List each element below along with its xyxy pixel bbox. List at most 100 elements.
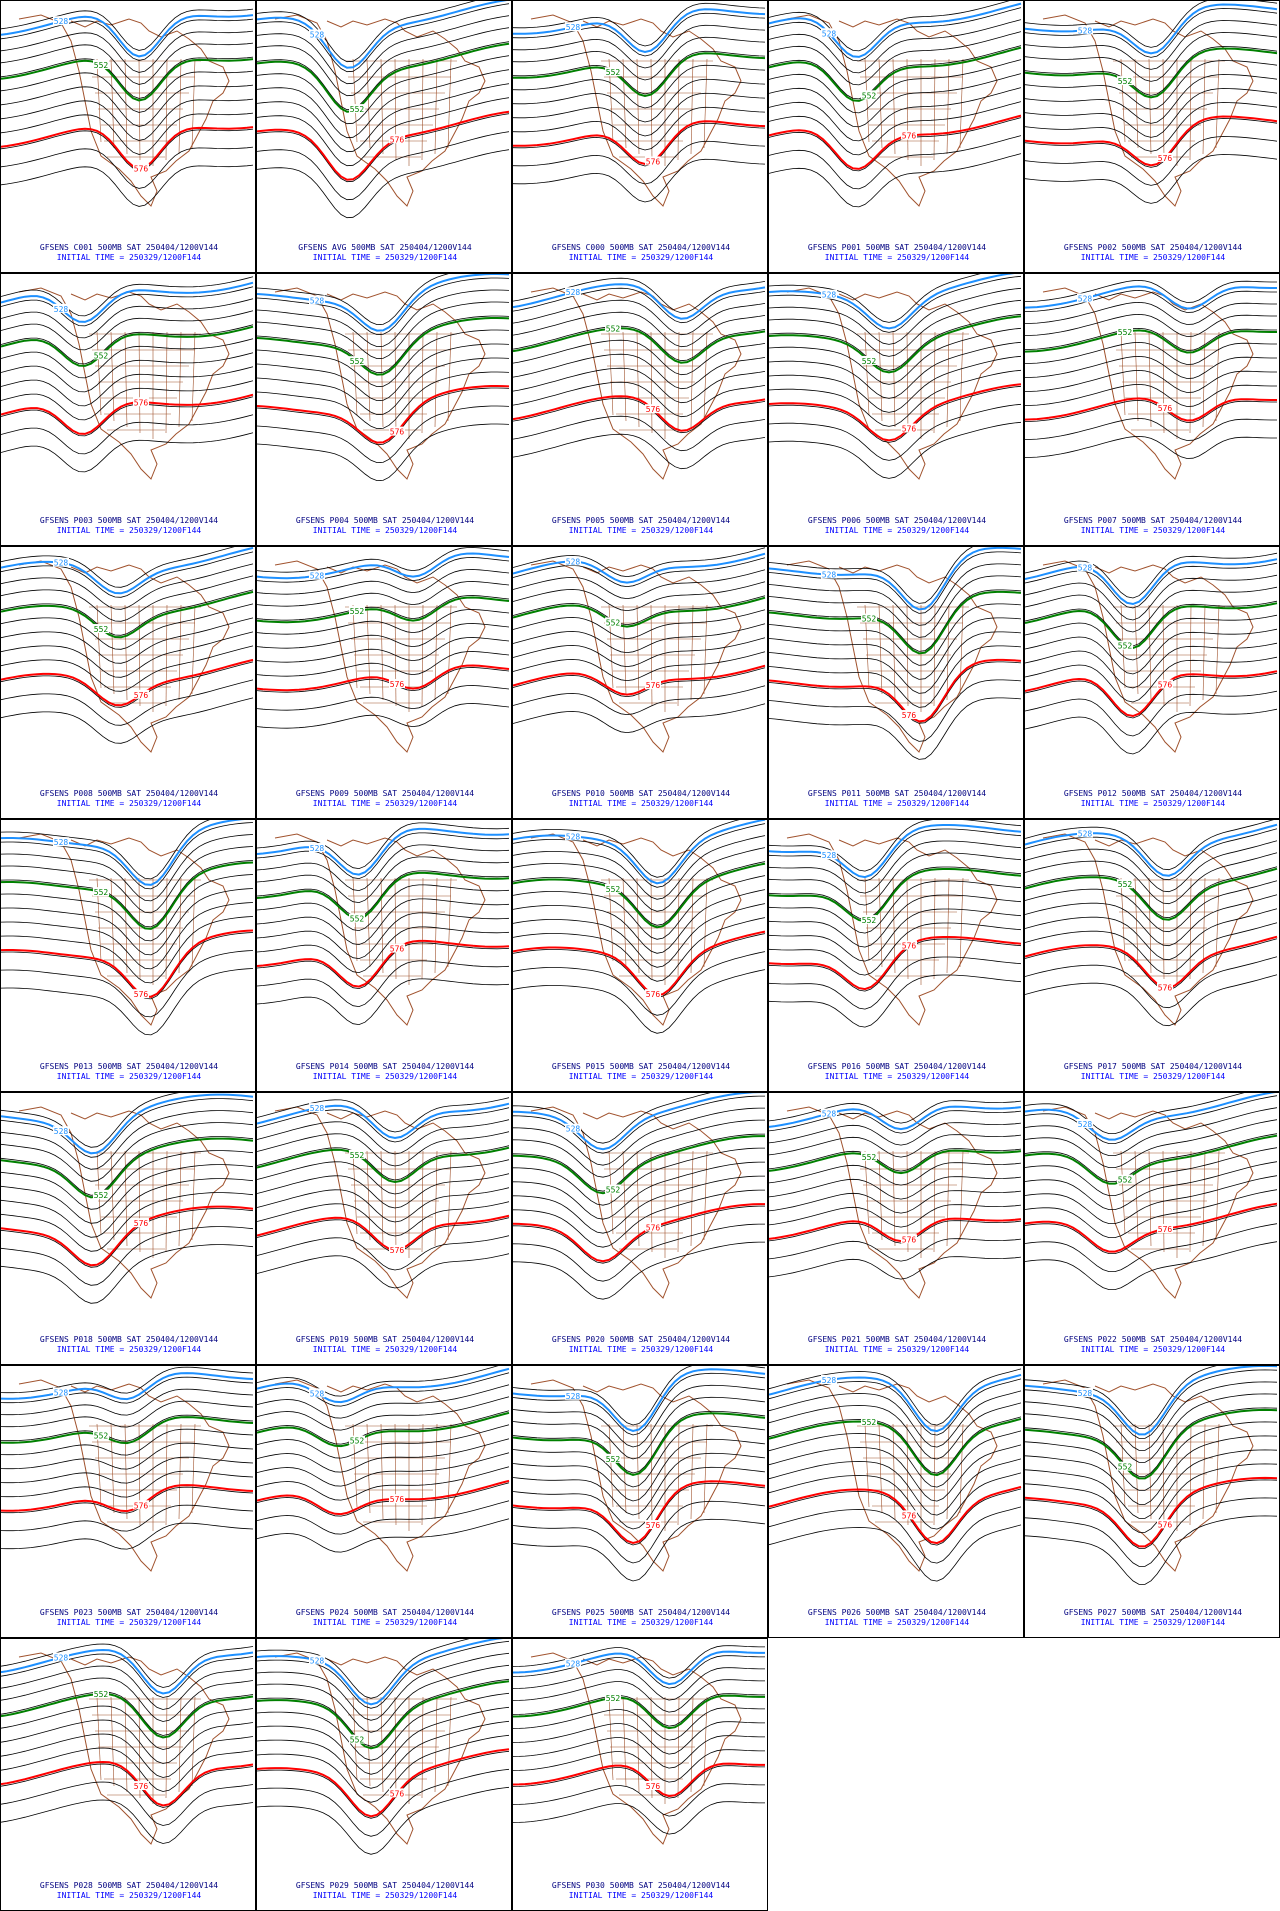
key-contour [1025, 1134, 1278, 1185]
label-bg [309, 1388, 325, 1398]
key-contour [257, 1367, 510, 1404]
state-border [1120, 58, 1126, 143]
label-bg [645, 989, 661, 999]
coastline [18, 287, 230, 480]
contour-label: 552 [94, 888, 109, 897]
contour-label: 576 [646, 405, 661, 414]
label-bg [821, 850, 837, 860]
coastline [18, 1379, 230, 1572]
height-contour [1025, 562, 1278, 609]
panel-map: 528 552 576 GFSENS P005 500MB SAT 250404/12… [513, 277, 767, 545]
height-contour [1, 1400, 254, 1428]
state-border [677, 1423, 680, 1526]
state-border [959, 604, 964, 695]
state-border [959, 58, 964, 149]
height-contour [513, 36, 766, 81]
contour-label: 576 [134, 164, 149, 173]
height-contour [769, 661, 1022, 724]
height-contour [257, 1438, 510, 1473]
state-border [124, 877, 128, 974]
label-bg [53, 1652, 69, 1662]
height-contour [769, 894, 1022, 948]
label-bg [861, 1416, 877, 1426]
state-border [380, 1150, 384, 1247]
height-contour [257, 97, 510, 167]
contour-label: 528 [566, 288, 581, 297]
height-contour [513, 1241, 765, 1300]
label-bg [133, 1781, 149, 1791]
height-contour [1025, 1366, 1217, 1429]
height-contour [1, 310, 254, 351]
state-border [1162, 877, 1165, 980]
footer-bg [1, 785, 255, 818]
height-contour [1025, 1435, 1278, 1505]
height-contour [1, 860, 254, 928]
key-contour [257, 274, 510, 332]
key-contour [769, 2, 1022, 58]
label-bg [349, 104, 365, 114]
panel-initial-time: INITIAL TIME = 250329/1200F144 [1081, 526, 1226, 535]
height-contour [513, 1655, 765, 1689]
height-contour [513, 1693, 765, 1727]
label-bg [349, 913, 365, 923]
state-border [1148, 58, 1152, 155]
panel-title: GFSENS P026 500MB SAT 250404/1200V144 [808, 1608, 986, 1617]
height-contour [1, 1504, 254, 1532]
label-bg [309, 843, 325, 853]
label-bg [133, 163, 149, 173]
height-contour [257, 1678, 510, 1747]
panel-initial-time: INITIAL TIME = 250329/1200F144 [313, 1891, 458, 1900]
height-contour [1025, 1095, 1278, 1144]
height-contour [769, 341, 1022, 399]
contour-label: 576 [390, 1495, 405, 1504]
state-border [1162, 1423, 1165, 1526]
height-contour [257, 1786, 510, 1855]
contour-label: 576 [390, 680, 405, 689]
state-border [906, 604, 909, 707]
height-contour [257, 387, 510, 446]
key-contour [1, 58, 254, 102]
state-border [1189, 58, 1192, 161]
contour-label: 576 [1158, 1520, 1173, 1529]
state-border [906, 877, 909, 980]
state-border [421, 331, 424, 434]
key-contour [769, 824, 1022, 879]
height-contour [1025, 1393, 1278, 1463]
state-border [434, 1696, 438, 1793]
contour-label: 528 [54, 838, 69, 847]
panel-map: 528 552 576 GFSENS P019 500MB SAT 250404/12… [257, 1097, 511, 1364]
height-contour [1025, 327, 1277, 351]
height-contour [1, 1376, 254, 1404]
height-contour [1025, 1133, 1278, 1182]
height-contour [257, 27, 510, 97]
height-contour [513, 1721, 765, 1755]
contour-label: 528 [822, 29, 837, 38]
height-contour [513, 1396, 766, 1460]
panel-initial-time: INITIAL TIME = 250329/1200F144 [313, 1072, 458, 1081]
ensemble-panel: 528 552 576 GFSENS P025 500MB SAT 250404/12… [512, 1365, 768, 1638]
height-contour [257, 405, 510, 464]
height-contour [257, 844, 510, 892]
panel-map: 528 552 576 GFSENS P017 500MB SAT 250404/12… [1025, 820, 1279, 1091]
panel-title: GFSENS P023 500MB SAT 250404/1200V144 [40, 1608, 218, 1617]
height-contour [513, 106, 766, 151]
height-contour [257, 547, 510, 573]
contour-label: 552 [350, 1151, 365, 1160]
key-contour [1025, 3, 1278, 55]
height-contour [1025, 301, 1277, 325]
height-contour [1, 834, 254, 902]
state-border [421, 1696, 424, 1799]
contour-label: 552 [94, 625, 109, 634]
contour-label: 552 [862, 1418, 877, 1427]
label-bg [565, 22, 581, 32]
height-contour [513, 381, 766, 418]
height-contour [1025, 820, 1274, 871]
contour-label: 528 [54, 559, 69, 568]
state-border [959, 331, 964, 422]
panel-map: 528 552 576 GFSENS P020 500MB SAT 250404/12… [513, 1093, 767, 1364]
height-contour [513, 917, 766, 982]
height-contour [513, 581, 766, 612]
height-contour [1, 603, 254, 650]
contour-label: 528 [566, 23, 581, 32]
label-bg [645, 1520, 661, 1530]
